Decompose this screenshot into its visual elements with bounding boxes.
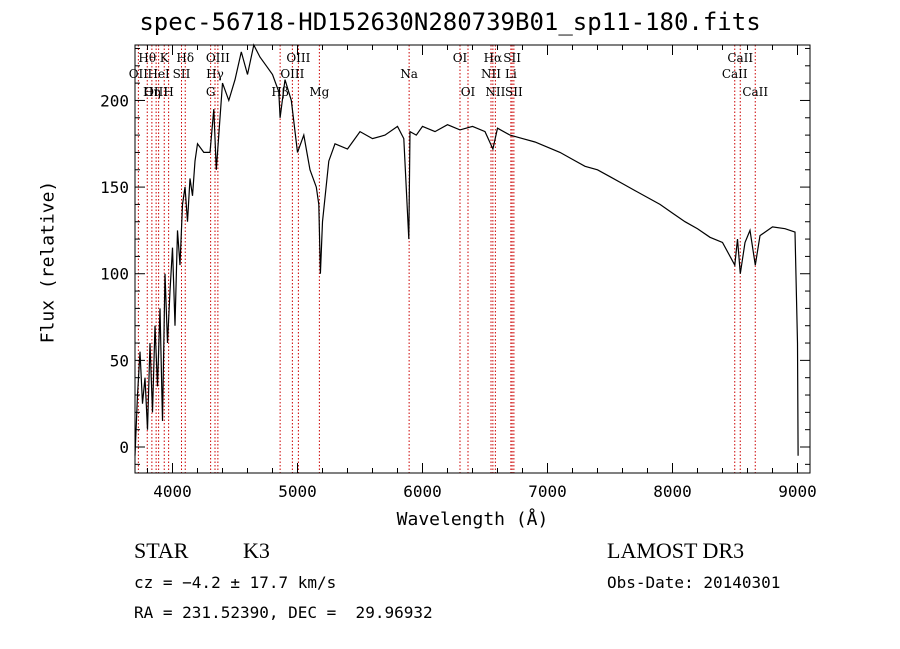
x-tick-label: 7000 [528,482,567,501]
object-subclass: K3 [243,538,270,563]
survey-name: LAMOST DR3 [607,538,745,563]
spectral-line-label: CaII [727,51,753,65]
spectral-line-label: Hθ [138,51,156,65]
x-tick-label: 8000 [653,482,692,501]
y-tick-label: 150 [100,178,129,197]
spectral-line-label: OIII [280,67,304,81]
x-tick-label: 9000 [778,482,817,501]
object-class: STAR [134,538,189,563]
x-tick-label: 4000 [153,482,192,501]
spectral-line-label: OII [129,67,149,81]
spectrum-line [134,43,799,456]
spectral-line-label: Hδ [176,51,194,65]
spectral-line-label: H [163,85,173,99]
coordinates: RA = 231.52390, DEC = 29.96932 [134,603,433,622]
spectral-line-label: Hβ [271,85,288,99]
spectral-line-label: OIII [144,85,168,99]
spectral-line-label: Mg [309,85,329,99]
redshift-cz: cz = −4.2 ± 17.7 km/s [134,573,337,592]
spectral-line-label: SII [505,85,523,99]
spectral-line-label: SII [173,67,191,81]
chart-title: spec-56718-HD152630N280739B01_sp11-180.f… [139,8,761,36]
x-axis-label: Wavelength (Å) [396,509,549,530]
spectral-line-label: Li [505,67,517,81]
line-markers [137,45,756,473]
spectral-line-label: NII [485,85,505,99]
y-axis-ticks: 0 50 100 150 200 [100,47,810,465]
spectral-line-label: NII [481,67,501,81]
y-tick-label: 50 [110,351,129,370]
spectral-line-label: HeI [147,67,170,81]
spectral-line-label: OI [453,51,468,65]
spectral-line-label: Na [400,67,418,81]
spectral-line-label: CaII [742,85,768,99]
x-tick-label: 6000 [403,482,442,501]
y-tick-label: 200 [100,91,129,110]
spectral-line-label: K [160,51,170,65]
plot-frame [134,44,811,474]
y-axis-label: Flux (relative) [37,180,59,344]
y-tick-label: 0 [119,438,129,457]
spectral-line-label: SII [503,51,521,65]
spectral-line-label: OIII [286,51,310,65]
spectral-line-label: Hγ [206,67,224,81]
spectral-line-label: Hα [484,51,503,65]
obs-date: Obs-Date: 20140301 [607,573,781,592]
y-tick-label: 100 [100,265,129,284]
spectral-line-label: G [206,85,216,99]
x-axis-ticks: 4000 5000 6000 7000 8000 9000 [147,45,817,501]
spectral-line-label: OI [461,85,476,99]
spectral-line-label: CaII [722,67,748,81]
x-tick-label: 5000 [278,482,317,501]
spectral-line-label: Hη [143,85,161,99]
spectral-line-label: OIII [206,51,230,65]
